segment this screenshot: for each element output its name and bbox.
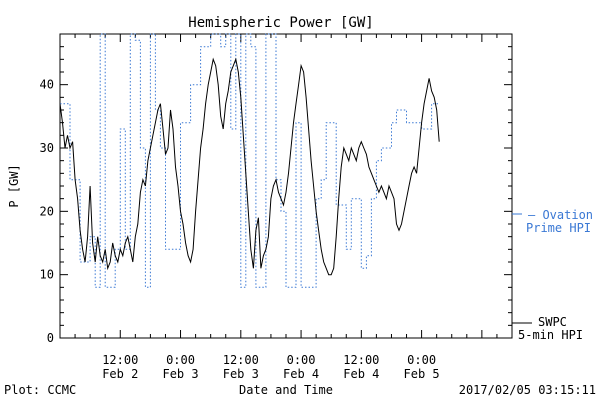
series-layer [59,33,440,288]
legend-ovation: — Ovation Prime HPI [512,208,593,235]
x-tick-time-label: 12:00 [223,353,259,367]
y-tick-label: 0 [47,331,54,345]
x-tick-date-label: Feb 2 [102,367,138,381]
plot-area [59,33,513,339]
x-tick-date-label: Feb 4 [283,367,319,381]
plot-timestamp: 2017/02/05 03:15:11 [459,383,596,397]
y-axis-label: P [GW] [7,164,21,207]
x-tick-date-label: Feb 5 [404,367,440,381]
legend-swpc: SWPC 5-min HPI [512,315,583,342]
y-axis: 0 10 20 30 40 [40,46,512,345]
x-tick-time-label: 0:00 [166,353,195,367]
series-swpc-line [59,57,440,276]
x-tick-date-label: Feb 3 [162,367,198,381]
legend-swpc-line1: SWPC [538,315,567,329]
x-tick-date-label: Feb 4 [343,367,379,381]
y-tick-label: 10 [40,268,54,282]
x-tick-date-label: Feb 3 [223,367,259,381]
y-tick-label: 40 [40,78,54,92]
x-tick-time-label: 12:00 [102,353,138,367]
x-axis-label: Date and Time [239,383,333,397]
legend-swpc-line2: 5-min HPI [518,328,583,342]
legend-ovation-line1: — Ovation [528,208,593,222]
y-tick-label: 30 [40,141,54,155]
y-tick-label: 20 [40,204,54,218]
plot-credit: Plot: CCMC [4,383,76,397]
series-ovation-line [60,33,440,288]
x-tick-time-label: 0:00 [407,353,436,367]
legend-ovation-line2: Prime HPI [526,221,591,235]
chart-title: Hemispheric Power [GW] [188,15,373,31]
x-tick-time-label: 0:00 [287,353,316,367]
x-tick-time-label: 12:00 [343,353,379,367]
